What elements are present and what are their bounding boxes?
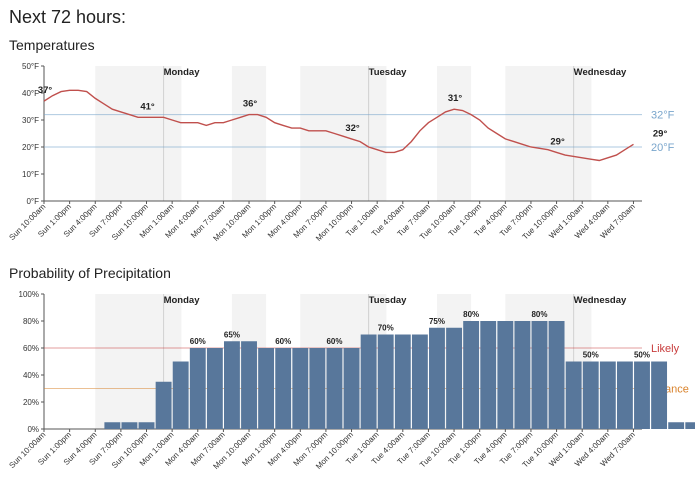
precip-bar (548, 321, 565, 429)
precip-data-label: 60% (190, 337, 206, 346)
temp-day-label: Tuesday (369, 67, 408, 78)
precip-bar (224, 341, 240, 429)
temp-y-tick-label: 50°F (22, 62, 39, 71)
precip-day-label: Tuesday (369, 295, 408, 306)
temp-y-tick-label: 30°F (22, 116, 39, 125)
precip-bar (429, 327, 445, 429)
temp-y-tick-label: 40°F (22, 89, 39, 98)
precip-data-label: 70% (378, 324, 394, 333)
precip-bar (292, 348, 309, 429)
precip-bar (155, 381, 172, 429)
precip-data-label: 60% (275, 337, 291, 346)
precip-bar (343, 348, 360, 429)
precip-data-label: 60% (326, 337, 342, 346)
precip-bar (258, 348, 275, 429)
precip-data-label: 80% (531, 310, 547, 319)
temp-reference-label: 20°F (651, 142, 675, 154)
precip-bar (104, 422, 121, 429)
precip-bar (360, 334, 377, 429)
temp-night-band (436, 66, 472, 201)
precip-bar (172, 361, 189, 429)
temp-night-band (505, 66, 592, 201)
precip-day-label: Monday (164, 295, 201, 306)
precip-bar (668, 422, 685, 429)
precip-bar (463, 321, 480, 429)
precip-bar (411, 334, 428, 429)
precip-bar (206, 348, 223, 429)
temp-day-label: Wednesday (574, 67, 627, 78)
temp-data-label: 31° (448, 93, 463, 104)
precip-day-label: Wednesday (574, 295, 627, 306)
precipitation-chart: Monday Tuesday Wednesday 0% 20% 40% 60% 80% 100%… (7, 290, 695, 471)
temperatures-title: Temperatures (9, 37, 95, 53)
temp-y-tick-label: 0°F (26, 197, 39, 206)
precip-y-tick-label: 60% (23, 344, 39, 353)
temp-data-label: 36° (243, 99, 258, 110)
temp-night-band (95, 66, 182, 201)
temp-data-label: 29° (653, 128, 668, 139)
precip-data-label: 50% (634, 351, 650, 360)
temperature-line (43, 89, 634, 162)
precip-bar (394, 334, 411, 429)
temp-y-tick-label: 10°F (22, 170, 39, 179)
precip-data-label: 80% (463, 310, 479, 319)
temp-night-band (300, 66, 387, 201)
precip-bar (599, 361, 616, 429)
temperature-chart: Monday Tuesday Wednesday 0°F 10°F 20°F 30°F 40°… (7, 62, 675, 243)
precip-bar (446, 327, 462, 429)
precip-y-tick-label: 100% (19, 290, 39, 299)
precip-bar (189, 348, 206, 429)
precip-bar (565, 361, 582, 429)
page-title: Next 72 hours: (9, 7, 127, 27)
precip-bar (275, 348, 292, 429)
temp-data-label: 29° (550, 136, 565, 147)
temp-day-label: Monday (164, 67, 201, 78)
precip-bar (531, 321, 548, 429)
precip-bar (241, 341, 257, 429)
precip-bar (377, 334, 394, 429)
precip-bar (121, 422, 138, 429)
precip-y-tick-label: 0% (27, 425, 39, 434)
temp-night-band (231, 66, 267, 201)
precip-data-label: 75% (429, 317, 445, 326)
precip-reference-label: Likely (651, 343, 680, 355)
precip-bar (326, 348, 343, 429)
temp-y-tick-label: 20°F (22, 143, 39, 152)
precip-y-tick-label: 40% (23, 371, 39, 380)
temp-data-label: 37° (38, 85, 53, 96)
precip-y-tick-label: 80% (23, 317, 39, 326)
precip-bar (685, 422, 695, 429)
temp-data-label: 32° (345, 123, 360, 134)
precip-bar (514, 321, 531, 429)
precip-bar (651, 361, 668, 429)
temp-data-label: 41° (140, 101, 155, 112)
precip-bar (480, 321, 497, 429)
precipitation-title: Probability of Precipitation (9, 265, 171, 281)
precip-bar (309, 348, 326, 429)
precip-data-label: 50% (583, 351, 599, 360)
precip-bar (497, 321, 514, 429)
precip-bar (138, 422, 155, 429)
precip-bar (616, 361, 633, 429)
precip-y-tick-label: 20% (23, 398, 39, 407)
precip-bar (634, 361, 650, 429)
precip-bar (582, 361, 599, 429)
temp-reference-label: 32°F (651, 110, 675, 122)
precip-data-label: 65% (224, 330, 240, 339)
